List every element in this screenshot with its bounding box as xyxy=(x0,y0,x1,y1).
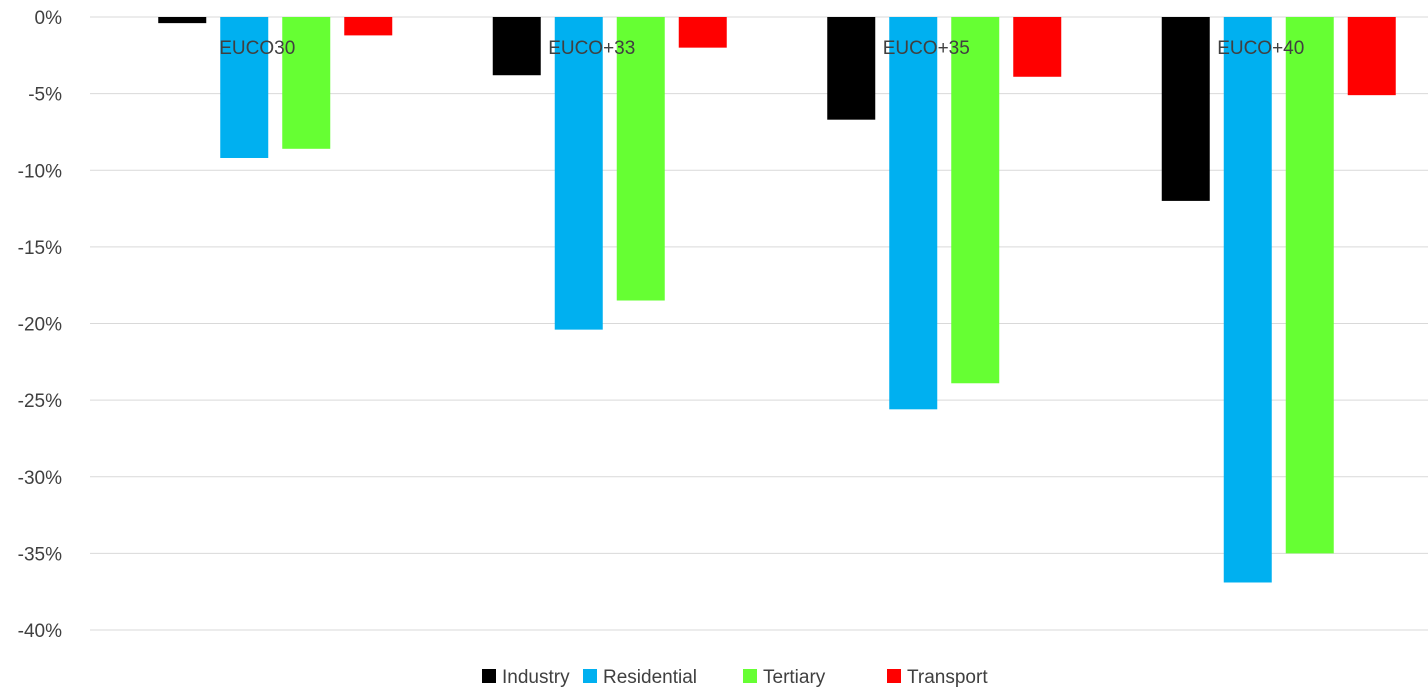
category-label: EUCO+40 xyxy=(1217,38,1304,59)
bar-tertiary-euco30 xyxy=(282,17,331,149)
legend: Industry Residential Tertiary Transport xyxy=(482,667,988,688)
category-label: EUCO+35 xyxy=(883,38,970,59)
bar-residential-euco30 xyxy=(220,17,269,158)
bar-tertiary-euco35 xyxy=(951,17,1000,384)
y-tick-label: -10% xyxy=(18,161,62,182)
y-axis-tick-labels: 0% -5% -10% -15% -20% -25% -30% -35% -40% xyxy=(18,8,62,642)
y-tick-label: 0% xyxy=(35,8,63,29)
bar-tertiary-euco33 xyxy=(616,17,665,301)
bar-transport-euco33 xyxy=(678,17,727,48)
legend-label-residential: Residential xyxy=(603,667,697,688)
bar-residential-euco40 xyxy=(1223,17,1272,583)
bar-transport-euco30 xyxy=(344,17,393,36)
y-tick-label: -25% xyxy=(18,391,62,412)
y-tick-label: -20% xyxy=(18,315,62,336)
bar-industry-euco40 xyxy=(1161,17,1210,201)
legend-swatch-residential xyxy=(583,669,597,683)
bar-industry-euco33 xyxy=(492,17,541,76)
y-tick-label: -35% xyxy=(18,544,62,565)
bar-industry-euco35 xyxy=(827,17,876,120)
y-tick-label: -5% xyxy=(28,85,62,106)
legend-label-transport: Transport xyxy=(907,667,988,688)
legend-label-tertiary: Tertiary xyxy=(763,667,826,688)
category-labels: EUCO30 EUCO+33 EUCO+35 EUCO+40 xyxy=(219,38,1304,59)
y-tick-label: -30% xyxy=(18,468,62,489)
legend-label-industry: Industry xyxy=(502,667,570,688)
bar-residential-euco33 xyxy=(554,17,603,330)
y-tick-label: -15% xyxy=(18,238,62,259)
bar-industry-euco30 xyxy=(158,17,207,24)
category-label: EUCO+33 xyxy=(548,38,635,59)
bars xyxy=(158,17,1396,583)
category-label: EUCO30 xyxy=(219,38,295,59)
legend-swatch-tertiary xyxy=(743,669,757,683)
y-tick-label: -40% xyxy=(18,621,62,642)
bar-residential-euco35 xyxy=(889,17,938,410)
bar-transport-euco40 xyxy=(1347,17,1396,96)
legend-swatch-transport xyxy=(887,669,901,683)
legend-swatch-industry xyxy=(482,669,496,683)
bar-transport-euco35 xyxy=(1013,17,1062,77)
bar-tertiary-euco40 xyxy=(1285,17,1334,554)
